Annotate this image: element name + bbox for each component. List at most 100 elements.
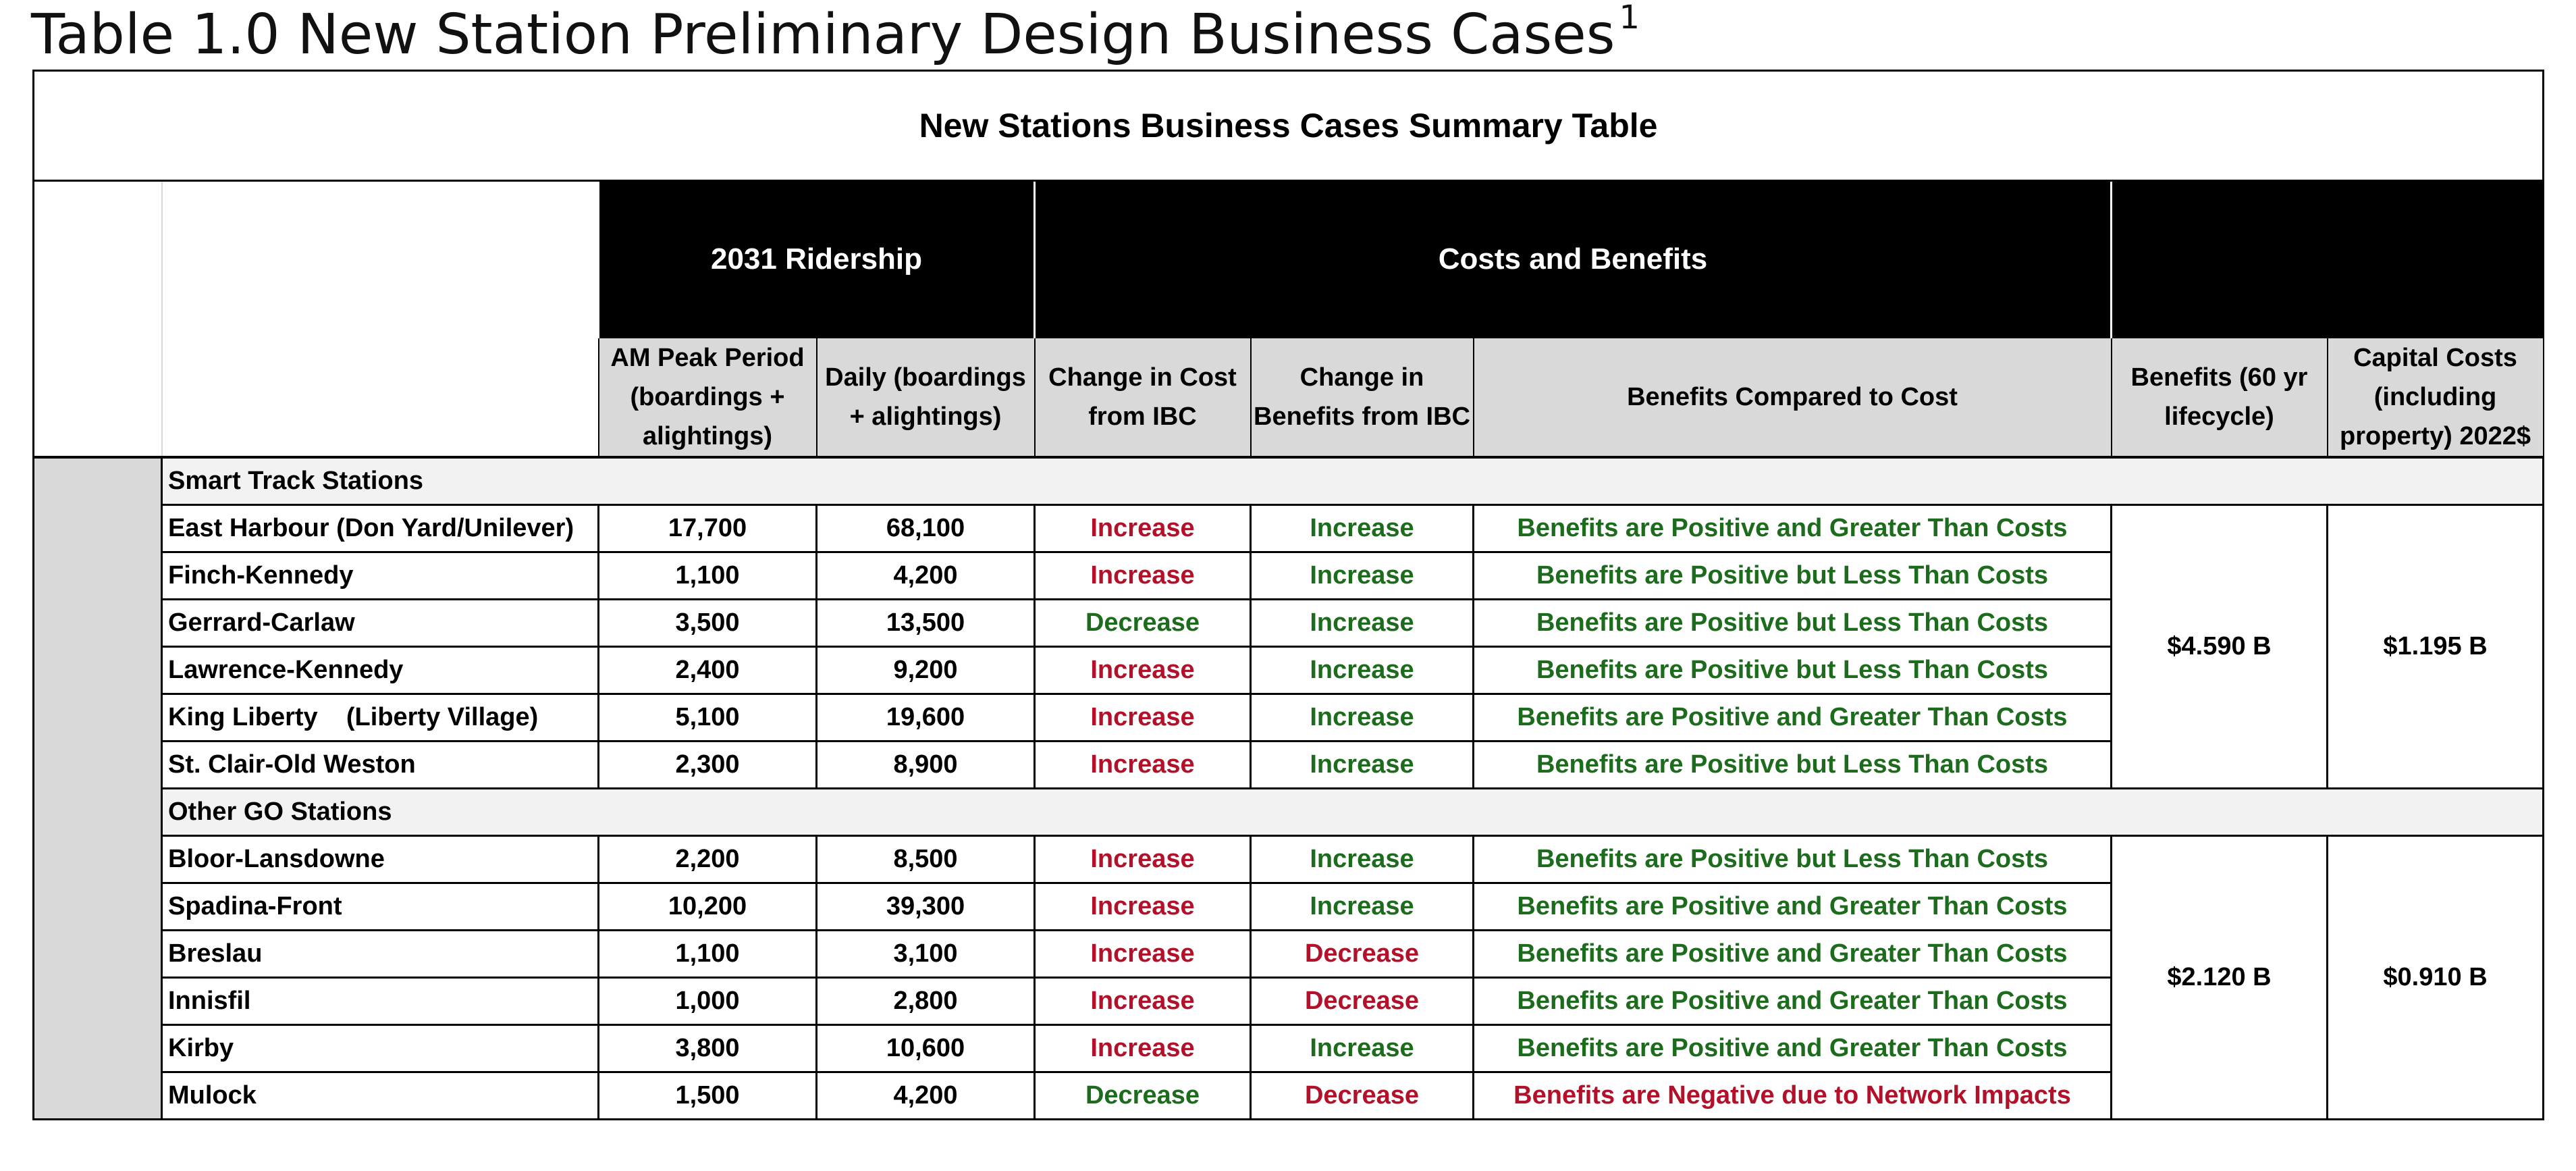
benefits-vs-cost-value: Benefits are Positive but Less Than Cost… (1472, 598, 2112, 648)
daily-value: 2,800 (815, 977, 1036, 1026)
daily-value: 19,600 (815, 693, 1036, 742)
change-cost-value: Increase (1034, 646, 1252, 695)
station-name: King Liberty (Liberty Village) (161, 693, 599, 742)
change-benefit-value: Decrease (1250, 977, 1474, 1026)
station-name: East Harbour (Don Yard/Unilever) (161, 504, 599, 553)
am-peak-value: 3,800 (597, 1024, 817, 1073)
benefits-vs-cost-value: Benefits are Positive and Greater Than C… (1472, 693, 2112, 742)
daily-value: 10,600 (815, 1024, 1036, 1073)
benefits-total: $4.590 B (2110, 504, 2328, 789)
change-cost-value: Increase (1034, 977, 1252, 1026)
change-cost-value: Increase (1034, 882, 1252, 931)
am-peak-value: 1,100 (597, 929, 817, 979)
am-peak-value: 1,000 (597, 977, 817, 1026)
table-row: Mulock 1,500 4,200 Decrease Decrease Benefits… (34, 1071, 2544, 1120)
change-benefit-value: Increase (1250, 598, 1474, 648)
table-row: Gerrard-Carlaw 3,500 13,500 Decrease Increas… (34, 598, 2544, 648)
daily-value: 4,200 (815, 1071, 1036, 1120)
header-blank (161, 180, 599, 338)
capital-total: $0.910 B (2326, 835, 2545, 1120)
table-row: Bloor-Lansdowne 2,200 8,500 Increase Increas… (34, 835, 2545, 1120)
benefits-vs-cost-value: Benefits are Positive but Less Than Cost… (1472, 740, 2112, 789)
page-title: Table 1.0 New Station Preliminary Design… (31, 0, 1640, 70)
table-row: Breslau 1,100 3,100 Increase Decrease Benefit… (34, 929, 2544, 979)
am-peak-value: 5,100 (597, 693, 817, 742)
benefits-total: $2.120 B (2110, 835, 2328, 1120)
benefits-vs-cost-value: Benefits are Positive and Greater Than C… (1472, 977, 2112, 1026)
am-peak-value: 2,200 (597, 835, 817, 884)
station-name: Mulock (161, 1071, 599, 1120)
side-label-cell: Preliminary Design BC (32, 456, 163, 1120)
station-name: Lawrence-Kennedy (161, 646, 599, 695)
header-blank (161, 338, 599, 459)
section-label: Smart Track Stations (161, 456, 2545, 506)
change-cost-value: Increase (1034, 1024, 1252, 1073)
change-cost-value: Increase (1034, 551, 1252, 600)
business-cases-table: New Stations Business Cases Summary Tabl… (32, 70, 2545, 1120)
benefits-vs-cost-value: Benefits are Positive and Greater Than C… (1472, 929, 2112, 979)
change-cost-value: Decrease (1034, 598, 1252, 648)
table-row: Finch-Kennedy 1,100 4,200 Increase Increase B… (34, 551, 2544, 600)
table-row: Kirby 3,800 10,600 Increase Increase Benefits… (34, 1024, 2544, 1073)
change-cost-value: Decrease (1034, 1071, 1252, 1120)
header-blank (32, 180, 163, 338)
table-row: St. Clair-Old Weston 2,300 8,900 Increase In… (34, 740, 2544, 789)
ridership-group-header: 2031 Ridership (597, 180, 1035, 338)
daily-value: 9,200 (815, 646, 1036, 695)
section-label: Other GO Stations (161, 787, 2545, 837)
daily-value: 13,500 (815, 598, 1036, 648)
title-text: Table 1.0 New Station Preliminary Design… (31, 3, 1615, 67)
change-benefit-value: Decrease (1250, 929, 1474, 979)
daily-value: 3,100 (815, 929, 1036, 979)
am-peak-value: 10,200 (597, 882, 817, 931)
station-name: Innisfil (161, 977, 599, 1026)
daily-value: 8,900 (815, 740, 1036, 789)
header-blank (32, 338, 163, 459)
col-daily: Daily (boardings + alightings) (815, 337, 1036, 459)
summary-table-frame: New Stations Business Cases Summary Tabl… (32, 70, 2545, 1120)
am-peak-value: 17,700 (597, 504, 817, 553)
benefits-vs-cost-value: Benefits are Negative due to Network Imp… (1472, 1071, 2112, 1120)
change-benefit-value: Increase (1250, 693, 1474, 742)
change-benefit-value: Increase (1250, 1024, 1474, 1073)
station-name: Breslau (161, 929, 599, 979)
column-header-row: AM Peak Period (boardings + alightings) … (32, 337, 2544, 459)
section-row: Preliminary Design BCSmart Track Station… (32, 456, 2545, 1120)
change-cost-value: Increase (1034, 693, 1252, 742)
benefits-vs-cost-value: Benefits are Positive and Greater Than C… (1472, 1024, 2112, 1073)
am-peak-value: 2,300 (597, 740, 817, 789)
change-cost-value: Increase (1034, 929, 1252, 979)
header-black-blank (2110, 180, 2545, 338)
am-peak-value: 1,500 (597, 1071, 817, 1120)
daily-value: 4,200 (815, 551, 1036, 600)
daily-value: 39,300 (815, 882, 1036, 931)
daily-value: 68,100 (815, 504, 1036, 553)
col-change-benefits: Change in Benefits from IBC (1250, 337, 1474, 459)
table-row: Spadina-Front 10,200 39,300 Increase Increas… (34, 882, 2544, 931)
col-capital-costs: Capital Costs (including property) 2022$ (2326, 337, 2544, 459)
station-name: Bloor-Lansdowne (161, 835, 599, 884)
benefits-vs-cost-value: Benefits are Positive but Less Than Cost… (1472, 835, 2112, 884)
table-body: New Stations Business Cases Summary Tabl… (32, 70, 2545, 1120)
benefits-vs-cost-value: Benefits are Positive and Greater Than C… (1472, 504, 2112, 553)
am-peak-value: 3,500 (597, 598, 817, 648)
benefits-vs-cost-value: Benefits are Positive and Greater Than C… (1472, 882, 2112, 931)
capital-total: $1.195 B (2326, 504, 2545, 789)
change-benefit-value: Increase (1250, 882, 1474, 931)
table-row: Innisfil 1,000 2,800 Increase Decrease Benefi… (34, 977, 2544, 1026)
change-benefit-value: Increase (1250, 646, 1474, 695)
col-change-cost: Change in Cost from IBC (1034, 337, 1252, 459)
station-name: Finch-Kennedy (161, 551, 599, 600)
col-benefits-60yr: Benefits (60 yr lifecycle) (2110, 337, 2328, 459)
benefits-vs-cost-value: Benefits are Positive but Less Than Cost… (1472, 551, 2112, 600)
daily-value: 8,500 (815, 835, 1036, 884)
change-cost-value: Increase (1034, 504, 1252, 553)
change-cost-value: Increase (1034, 740, 1252, 789)
station-name: Kirby (161, 1024, 599, 1073)
title-footnote: 1 (1619, 0, 1640, 36)
station-name: St. Clair-Old Weston (161, 740, 599, 789)
am-peak-value: 2,400 (597, 646, 817, 695)
costs-benefits-group-header: Costs and Benefits (1034, 180, 2112, 338)
table-row: Lawrence-Kennedy 2,400 9,200 Increase Increa… (34, 646, 2544, 695)
station-name: Spadina-Front (161, 882, 599, 931)
